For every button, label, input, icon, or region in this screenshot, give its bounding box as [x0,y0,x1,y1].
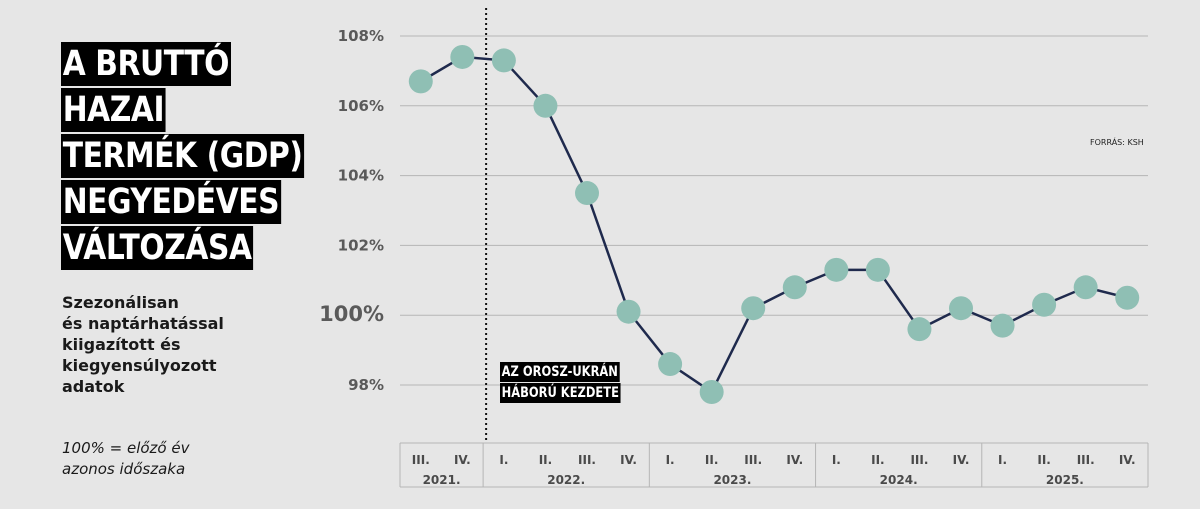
quarter-label-8: III. [744,453,762,467]
quarter-label-15: II. [1037,453,1051,467]
year-label-3: 2024. [880,473,918,487]
gdp-point-3 [533,93,558,118]
quarter-label-16: III. [1077,453,1095,467]
gdp-point-2 [491,48,516,73]
quarter-label-4: III. [578,453,596,467]
title-line-4: VÁLTOZÁSA [61,226,254,270]
gdp-point-1 [450,44,475,69]
quarter-label-13: IV. [953,453,970,467]
subtitle-line-0: Szezonálisan [62,293,179,312]
y-tick-label-102: 102% [338,236,384,254]
gdp-point-13 [949,296,973,321]
gdp-series-line [420,55,1128,394]
gdp-point-4 [575,181,599,206]
subtitle-line-2: kiigazított és [62,335,181,354]
gdp-point-16 [1073,275,1098,300]
quarter-label-11: II. [871,453,885,467]
gdp-point-15 [1032,292,1057,317]
year-label-0: 2021. [423,473,461,487]
y-tick-label-98: 98% [348,376,384,394]
gdp-point-11 [865,257,890,282]
quarter-label-0: III. [412,453,430,467]
year-label-2: 2023. [713,473,751,487]
quarter-label-1: IV. [454,453,471,467]
annotation-line-0: AZ OROSZ-UKRÁN [500,362,620,382]
title-line-1: HAZAI [61,88,166,132]
gdp-point-9 [782,275,807,300]
quarter-label-3: II. [539,453,553,467]
gdp-point-17 [1115,285,1140,310]
quarter-label-7: II. [705,453,719,467]
title-line-2: TERMÉK (GDP) [61,134,305,178]
subtitle-line-4: adatok [62,377,125,396]
quarter-label-10: I. [832,453,841,467]
y-tick-label-108: 108% [338,27,384,45]
quarter-label-2: I. [499,453,508,467]
quarter-label-17: IV. [1119,453,1136,467]
source-label: FORRÁS: KSH [1090,138,1144,147]
note-line-0: 100% = előző év [62,439,190,457]
quarter-label-5: IV. [620,453,637,467]
gdp-point-5 [616,299,641,324]
y-tick-label-104: 104% [338,167,384,185]
gdp-point-0 [408,69,433,94]
title-line-3: NEGYEDÉVES [61,180,281,224]
subtitle-line-3: kiegyensúlyozott [62,356,217,375]
year-label-1: 2022. [547,473,585,487]
gdp-point-6 [658,352,683,377]
annotation-line-1: HÁBORÚ KEZDETE [500,383,621,403]
gdp-point-8 [741,296,766,321]
quarter-label-12: III. [910,453,928,467]
title-line-0: A BRUTTÓ [61,42,231,86]
war-start-annotation: AZ OROSZ-UKRÁN HÁBORÚ KEZDETE [500,362,647,404]
subtitle-line-1: és naptárhatással [62,314,224,333]
gdp-point-10 [824,257,849,282]
chart-title: A BRUTTÓ HAZAI TERMÉK (GDP) NEGYEDÉVES VÁLTO… [61,42,321,272]
y-tick-label-106: 106% [338,97,384,115]
baseline-note: 100% = előző év azonos időszaka [62,438,262,480]
y-tick-label-100: 100% [319,302,384,326]
year-label-4: 2025. [1046,473,1084,487]
gdp-point-14 [990,313,1015,338]
gdp-point-7 [699,379,724,404]
quarter-label-9: IV. [786,453,803,467]
note-line-1: azonos időszaka [62,460,186,478]
chart-subtitle: Szezonálisan és naptárhatással kiigazított… [62,292,262,397]
quarter-label-14: I. [998,453,1007,467]
quarter-label-6: I. [666,453,675,467]
gdp-point-12 [907,317,932,342]
